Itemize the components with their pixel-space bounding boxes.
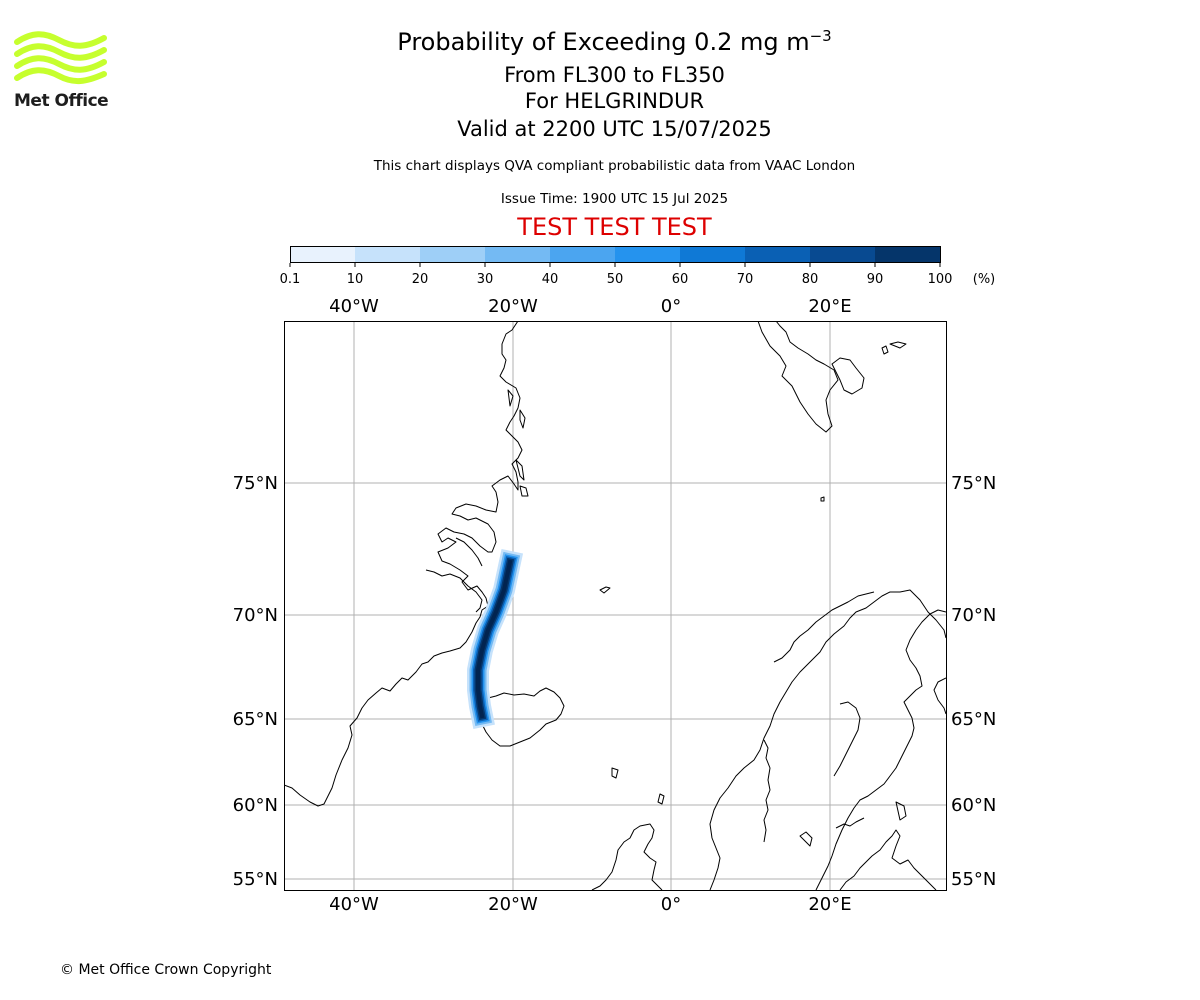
right-lat-label: 75°N	[951, 473, 996, 494]
right-lat-label: 60°N	[951, 795, 996, 816]
top-lon-label: 20°E	[808, 296, 851, 317]
colorbar-tick-label: 20	[412, 272, 429, 287]
test-banner: TEST TEST TEST	[517, 213, 712, 241]
colorbar-unit: (%)	[973, 272, 996, 287]
colorbar-segment	[420, 247, 486, 263]
colorbar-tick-label: 40	[542, 272, 559, 287]
met-office-logo	[14, 31, 107, 84]
scandinavia-coast	[709, 589, 946, 890]
flight-level-subtitle: From FL300 to FL350	[504, 63, 725, 87]
colorbar-tick-label: 100	[928, 272, 953, 287]
coastlines	[284, 321, 946, 890]
colorbar-segment	[810, 247, 876, 263]
colorbar-segment	[875, 247, 941, 263]
colorbar-segment	[745, 247, 811, 263]
map-frame	[284, 321, 947, 891]
colorbar-tick-label: 10	[347, 272, 364, 287]
left-lat-label: 65°N	[233, 709, 278, 730]
bottom-lon-label: 0°	[661, 894, 681, 915]
right-lat-label: 70°N	[951, 605, 996, 626]
colorbar-tick-label: 70	[737, 272, 754, 287]
colorbar-segment	[550, 247, 616, 263]
colorbar-segment	[355, 247, 421, 263]
colorbar-tick-label: 60	[672, 272, 689, 287]
colorbar-tick-label: 30	[477, 272, 494, 287]
volcano-subtitle: For HELGRINDUR	[524, 89, 705, 113]
colorbar-tick-label: 80	[802, 272, 819, 287]
bottom-lon-label: 20°W	[488, 894, 538, 915]
top-lon-label: 20°W	[488, 296, 538, 317]
ash-plume	[467, 548, 524, 729]
axis-labels: 40°W 20°W 0° 20°E 40°W 20°W 0° 20°E 75°N…	[233, 296, 997, 915]
top-lon-label: 40°W	[329, 296, 379, 317]
graticule	[284, 321, 946, 890]
colorbar-tick-label: 50	[607, 272, 624, 287]
colorbar-segment	[485, 247, 551, 263]
issue-time: Issue Time: 1900 UTC 15 Jul 2025	[500, 191, 729, 207]
left-lat-label: 75°N	[233, 473, 278, 494]
left-lat-label: 55°N	[233, 869, 278, 890]
colorbar-segment	[615, 247, 681, 263]
right-lat-label: 65°N	[951, 709, 996, 730]
colorbar: 0.1 10 20 30 40 50 60 70 80 90 100 (%)	[280, 246, 996, 287]
colorbar-segment	[290, 247, 356, 263]
colorbar-tick-label: 90	[867, 272, 884, 287]
plume-band	[476, 559, 513, 719]
colorbar-frame	[290, 246, 941, 263]
bottom-lon-label: 20°E	[808, 894, 851, 915]
bottom-lon-label: 40°W	[329, 894, 379, 915]
map: 40°W 20°W 0° 20°E 40°W 20°W 0° 20°E 75°N…	[233, 296, 997, 915]
britain-coast	[591, 823, 663, 890]
left-lat-label: 70°N	[233, 605, 278, 626]
chart-title: Probability of Exceeding 0.2 mg m−3	[397, 27, 832, 56]
met-office-logo-text: Met Office	[14, 91, 109, 111]
right-lat-label: 55°N	[951, 869, 996, 890]
chart-description: This chart displays QVA compliant probab…	[373, 158, 856, 174]
top-lon-label: 0°	[661, 296, 681, 317]
colorbar-segment	[680, 247, 746, 263]
iceland-coast	[475, 687, 565, 747]
left-lat-label: 60°N	[233, 795, 278, 816]
svalbard-coast	[757, 321, 839, 433]
valid-time-subtitle: Valid at 2200 UTC 15/07/2025	[457, 117, 772, 141]
colorbar-tick-label: 0.1	[280, 272, 301, 287]
greenland-coast	[284, 321, 523, 807]
copyright-notice: © Met Office Crown Copyright	[60, 962, 272, 978]
